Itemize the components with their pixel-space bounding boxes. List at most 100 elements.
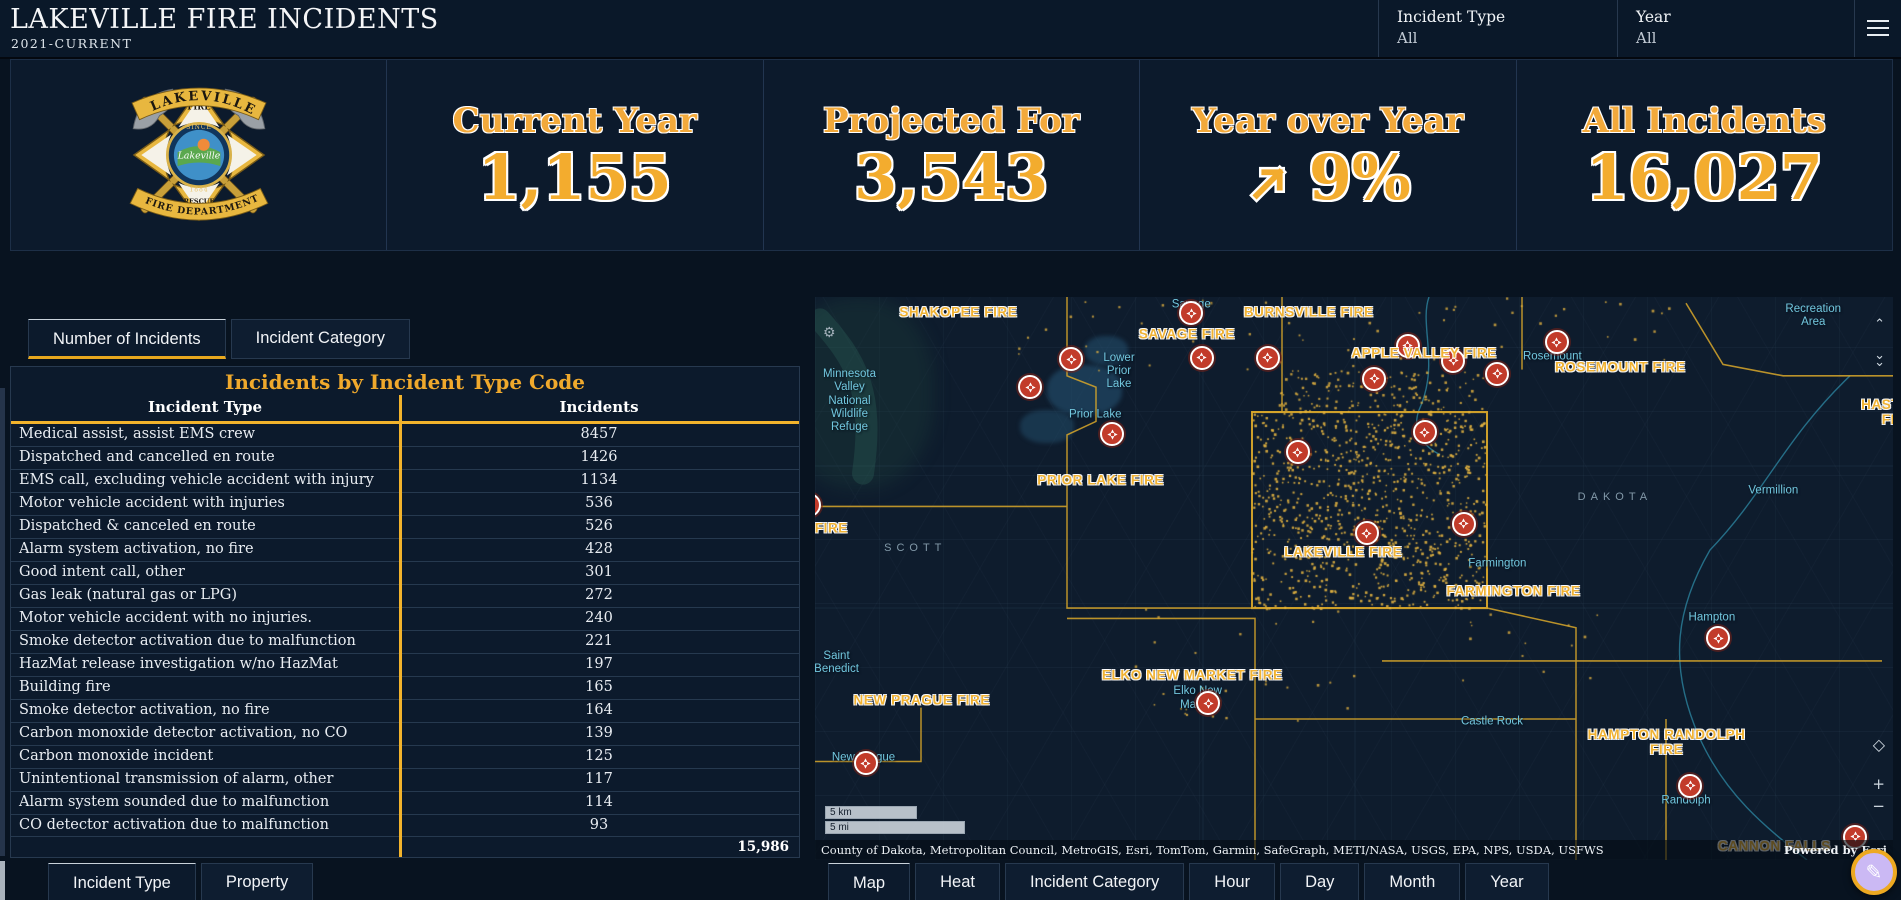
maltese-cross-icon <box>1458 518 1469 529</box>
scalebar-mi: 5 mi <box>825 821 965 834</box>
kpi-projected-for: Projected For 3,543 <box>762 60 1140 250</box>
fire-station-marker[interactable] <box>853 751 878 776</box>
incident-type-cell: Carbon monoxide detector activation, no … <box>19 725 348 741</box>
table-row[interactable]: Alarm system activation, no fire 428 <box>11 539 799 562</box>
incident-count-cell: 164 <box>585 702 613 718</box>
svg-text:RESCUE: RESCUE <box>183 197 214 205</box>
table-scrollbar-thumb[interactable] <box>0 861 5 900</box>
kpi-value: 3,543 <box>854 141 1049 214</box>
incidents-map[interactable]: SHAKOPEE FIRE BURNSVILLE FIRE SAVAGE FIRE A… <box>815 297 1893 860</box>
table-row[interactable]: Good intent call, other 301 <box>11 562 799 585</box>
tab-number-of-incidents[interactable]: Number of Incidents <box>28 319 226 359</box>
maltese-cross-icon <box>815 499 816 512</box>
map-tab-hour[interactable]: Hour <box>1189 863 1276 900</box>
map-tab-map[interactable]: Map <box>828 863 911 900</box>
tab-incident-type[interactable]: Incident Type <box>48 863 196 900</box>
fire-station-marker[interactable] <box>1196 691 1221 716</box>
table-row[interactable]: HazMat release investigation w/no HazMat… <box>11 654 799 677</box>
maltese-cross-icon <box>860 758 871 769</box>
incident-count-cell: 139 <box>585 725 613 741</box>
zoom-out-button[interactable]: − <box>1872 797 1885 815</box>
fire-station-marker[interactable] <box>1544 330 1569 355</box>
fire-station-marker[interactable] <box>1354 521 1379 546</box>
fire-station-marker[interactable] <box>1485 361 1510 386</box>
map-tab-heat[interactable]: Heat <box>915 863 1000 900</box>
table-row[interactable]: Gas leak (natural gas or LPG) 272 <box>11 585 799 608</box>
table-scrollbar-track[interactable] <box>0 388 5 900</box>
chevron-up-icon[interactable]: ⌃ <box>1874 317 1885 332</box>
svg-text:1884: 1884 <box>189 186 208 193</box>
incident-count-cell: 428 <box>585 541 613 557</box>
incident-count-cell: 536 <box>585 495 613 511</box>
fire-station-marker[interactable] <box>1451 511 1476 536</box>
filter-incident-type-value: All <box>1397 29 1418 47</box>
page-subtitle: 2021-CURRENT <box>11 36 133 51</box>
incident-type-cell: CO detector activation due to malfunctio… <box>19 817 329 833</box>
fire-station-marker[interactable] <box>1255 345 1280 370</box>
fire-station-marker[interactable] <box>1706 626 1731 651</box>
edit-pencil-button[interactable]: ✎ <box>1851 849 1897 895</box>
fire-station-marker[interactable] <box>1362 366 1387 391</box>
filter-year-value: All <box>1636 29 1657 47</box>
fire-station-marker[interactable] <box>1018 375 1043 400</box>
table-row[interactable]: Alarm system sounded due to malfunction 1… <box>11 792 799 815</box>
fire-station-marker[interactable] <box>1059 347 1084 372</box>
svg-text:FIRE: FIRE <box>187 101 210 111</box>
maltese-cross-icon <box>1369 373 1380 385</box>
filter-incident-type-label: Incident Type <box>1397 8 1506 26</box>
table-row[interactable]: Carbon monoxide incident 125 <box>11 746 799 769</box>
incident-type-cell: Motor vehicle accident with no injuries. <box>19 610 313 626</box>
filter-year[interactable]: Year All <box>1617 0 1855 57</box>
map-tab-incident-category[interactable]: Incident Category <box>1004 863 1185 900</box>
table-row[interactable]: Dispatched and cancelled en route 1426 <box>11 447 799 470</box>
fire-department-logo: Lakeville SINCE 1884 FIRE RESCUE LAKEVILLE FIR… <box>11 60 386 250</box>
wrench-icon[interactable]: ⚙ <box>823 325 836 341</box>
map-tab-month[interactable]: Month <box>1364 863 1461 900</box>
table-row[interactable]: Smoke detector activation, no fire 164 <box>11 700 799 723</box>
table-row[interactable]: Dispatched & canceled en route 526 <box>11 516 799 539</box>
incident-type-cell: EMS call, excluding vehicle accident wit… <box>19 472 374 488</box>
svg-text:Lakeville: Lakeville <box>176 151 220 162</box>
maltese-cross-icon <box>1262 352 1273 363</box>
fire-station-marker[interactable] <box>1179 301 1204 326</box>
lakeville-fd-badge-icon: LakevilleSINCE1884FIRERESCUELAKEVILLEFIR… <box>129 87 268 222</box>
fire-station-marker[interactable] <box>1412 420 1437 445</box>
maltese-cross-icon <box>1685 780 1696 792</box>
hamburger-menu-icon[interactable] <box>1854 0 1901 57</box>
diamond-home-icon[interactable]: ◇ <box>1872 735 1885 754</box>
maltese-cross-icon <box>1025 382 1036 393</box>
filter-incident-type[interactable]: Incident Type All <box>1378 0 1617 57</box>
fire-station-marker[interactable] <box>1395 333 1420 358</box>
filter-year-label: Year <box>1636 8 1671 26</box>
map-tab-year[interactable]: Year <box>1465 863 1549 900</box>
table-row[interactable]: EMS call, excluding vehicle accident wit… <box>11 470 799 493</box>
table-row[interactable]: Unintentional transmission of alarm, oth… <box>11 769 799 792</box>
incident-type-cell: Dispatched & canceled en route <box>19 518 256 534</box>
table-row[interactable]: CO detector activation due to malfunctio… <box>11 815 799 836</box>
table-row[interactable]: Smoke detector activation due to malfunc… <box>11 631 799 654</box>
fire-station-marker[interactable] <box>1285 440 1310 465</box>
tab-property[interactable]: Property <box>200 863 314 900</box>
fire-station-marker[interactable] <box>1189 345 1214 370</box>
table-row[interactable]: Motor vehicle accident with no injuries.… <box>11 608 799 631</box>
map-tab-day[interactable]: Day <box>1280 863 1360 900</box>
incident-count-cell: 1426 <box>580 449 618 465</box>
fire-station-marker[interactable] <box>1441 348 1466 373</box>
table-row[interactable]: Building fire 165 <box>11 677 799 700</box>
column-divider <box>399 395 402 857</box>
fire-station-marker[interactable] <box>1100 422 1125 447</box>
chevron-double-down-icon[interactable]: ⌄ ⌄ <box>1874 348 1885 370</box>
maltese-cross-icon <box>1402 340 1413 351</box>
table-row[interactable]: Carbon monoxide detector activation, no … <box>11 723 799 746</box>
tab-incident-category[interactable]: Incident Category <box>230 319 410 359</box>
table-row[interactable]: Motor vehicle accident with injuries 536 <box>11 493 799 516</box>
incident-type-cell: Gas leak (natural gas or LPG) <box>19 587 238 603</box>
incident-type-cell: Motor vehicle accident with injuries <box>19 495 285 511</box>
table-row[interactable]: Medical assist, assist EMS crew 8457 <box>11 424 799 447</box>
maltese-cross-icon <box>1849 831 1861 842</box>
fire-station-marker[interactable] <box>1678 773 1703 798</box>
zoom-in-button[interactable]: + <box>1872 775 1885 793</box>
kpi-current-year: Current Year 1,155 <box>386 60 763 250</box>
incident-type-cell: Good intent call, other <box>19 564 185 580</box>
